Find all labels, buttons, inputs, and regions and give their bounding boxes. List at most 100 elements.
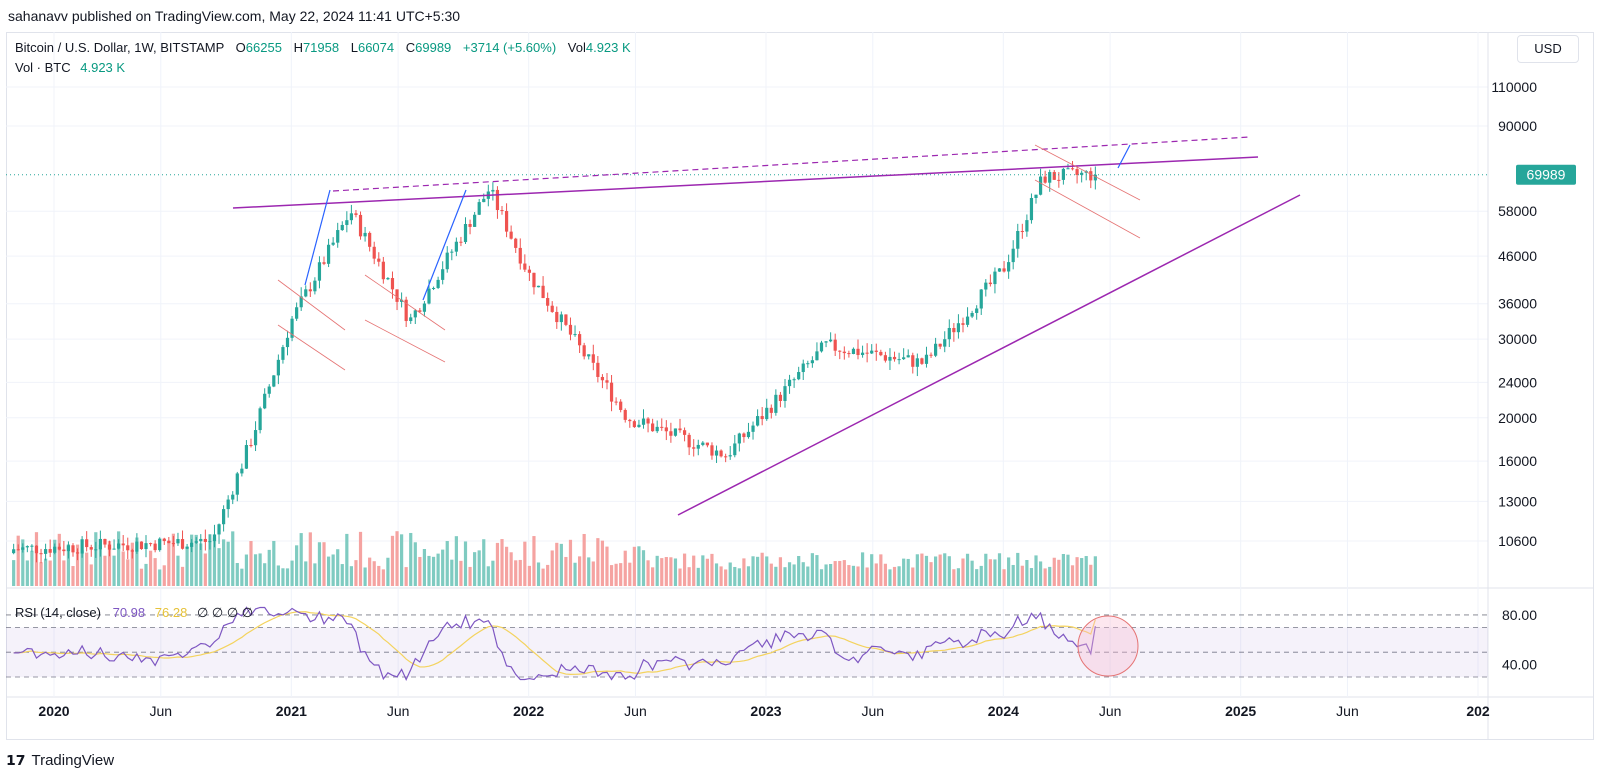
volume-bar xyxy=(751,556,755,586)
candle-body xyxy=(797,372,801,380)
last-price-tag xyxy=(1516,164,1576,185)
volume-bar xyxy=(468,566,472,586)
price-tick-label: 46000 xyxy=(1498,248,1537,264)
volume-bar xyxy=(427,555,431,586)
volume-bar xyxy=(12,560,16,586)
candle-body xyxy=(705,442,709,446)
volume-bar xyxy=(687,567,691,586)
candles xyxy=(12,160,1097,564)
volume-bar xyxy=(340,564,344,586)
volume-bar xyxy=(943,553,947,586)
candle-body xyxy=(158,538,162,551)
volume-bar xyxy=(769,563,773,586)
volume-bar xyxy=(331,554,335,586)
volume-bar xyxy=(295,545,299,586)
volume-bar xyxy=(285,568,290,586)
low-value: 66074 xyxy=(357,40,395,55)
candle-body xyxy=(222,509,226,525)
candle-body xyxy=(409,317,413,322)
candle-body xyxy=(495,189,500,211)
candle-body xyxy=(1075,169,1079,175)
volume-bar xyxy=(176,555,180,586)
volume-bar xyxy=(605,546,609,586)
candle-body xyxy=(600,376,605,381)
volume-bar xyxy=(578,556,582,586)
volume-bar xyxy=(48,560,52,586)
candle-body xyxy=(546,298,550,306)
candle-body xyxy=(295,307,299,319)
candle-body xyxy=(130,550,134,552)
rsi-value: 70.98 xyxy=(112,605,146,620)
volume-bar xyxy=(162,565,166,586)
candle-body xyxy=(345,220,349,225)
candle-body xyxy=(349,213,353,221)
candle-body xyxy=(997,268,1002,272)
candle-body xyxy=(1093,174,1097,181)
currency-button[interactable]: USD xyxy=(1517,35,1579,63)
volume-bar xyxy=(336,549,340,586)
candle-body xyxy=(107,544,112,550)
candle-body xyxy=(263,393,267,409)
candle-body xyxy=(874,350,878,352)
candle-body xyxy=(199,538,203,542)
candle-body xyxy=(148,543,153,545)
candle-body xyxy=(1020,231,1024,233)
price-axis[interactable]: 10600 13000 16000 20000 24000 30000 36000 46000… xyxy=(1491,79,1576,549)
volume-bar xyxy=(217,548,221,586)
candle-body xyxy=(500,210,504,212)
volume-bar xyxy=(787,562,792,586)
volume-bar xyxy=(308,532,312,586)
volume-bar xyxy=(997,553,1002,586)
candle-body xyxy=(281,347,285,360)
volume-bar xyxy=(1007,557,1011,586)
volume-bar xyxy=(587,557,591,586)
candle-body xyxy=(1089,171,1093,181)
candle-body xyxy=(724,456,728,458)
volume-bar xyxy=(906,558,910,586)
volume-bar xyxy=(532,536,536,586)
volume-bar xyxy=(482,539,486,586)
volume-bar xyxy=(733,566,737,586)
candle-body xyxy=(25,546,29,548)
candle-body xyxy=(568,324,573,335)
volume-bar xyxy=(322,542,326,586)
volume-bar xyxy=(62,560,66,586)
candle-body xyxy=(911,355,915,367)
candle-body xyxy=(742,433,746,438)
volume-bar xyxy=(870,554,874,586)
candle-body xyxy=(1025,220,1029,232)
candle-body xyxy=(929,354,933,356)
candle-body xyxy=(614,401,618,403)
candle-body xyxy=(810,360,814,364)
candle-body xyxy=(482,198,486,203)
volume-bar xyxy=(824,564,828,586)
flag-channel-line xyxy=(277,324,346,371)
candle-body xyxy=(527,269,531,273)
volume-bar xyxy=(1080,558,1084,586)
candle-body xyxy=(171,543,175,545)
candle-body xyxy=(244,445,249,469)
projection-arrow xyxy=(304,189,331,286)
candle-body xyxy=(473,214,477,227)
candle-body xyxy=(714,450,719,456)
candle-body xyxy=(760,416,764,420)
candle-body xyxy=(842,351,846,354)
candle-body xyxy=(532,272,536,288)
volume-bar xyxy=(710,553,714,586)
candle-body xyxy=(888,356,892,361)
candle-body xyxy=(555,311,559,323)
candle-body xyxy=(75,552,80,554)
time-axis[interactable]: 2020 Jun 2021 Jun 2022 Jun 2023 Jun 2024 Jun 2025 J… xyxy=(38,703,1489,719)
volume-bar xyxy=(107,541,112,586)
volume-bar xyxy=(253,554,258,586)
symbol-title: Bitcoin / U.S. Dollar, 1W, BITSTAMP xyxy=(15,40,225,55)
candle-body xyxy=(48,549,52,553)
candle-body xyxy=(258,408,262,431)
candle-body xyxy=(368,232,372,247)
volume-bar xyxy=(669,557,673,586)
rsi-hidden-icons[interactable]: ∅ ∅ ∅ ∅ xyxy=(196,605,254,620)
candle-body xyxy=(628,419,632,422)
time-tick-label: Jun xyxy=(1336,703,1359,719)
candle-body xyxy=(865,352,869,354)
